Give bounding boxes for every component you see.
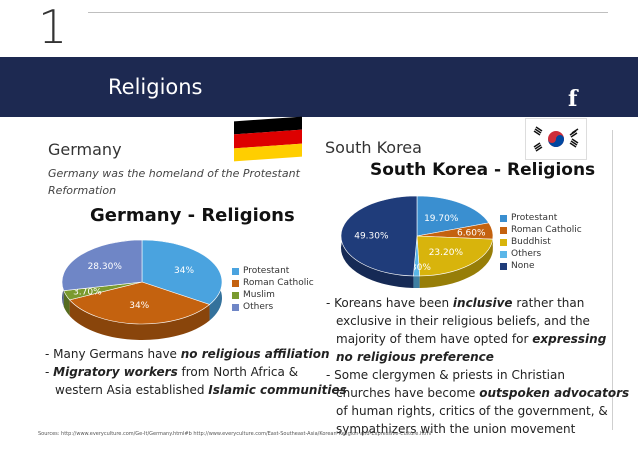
legend-item: Others [232, 301, 314, 313]
germany-flag-icon [234, 116, 302, 162]
korea-flag-icon [525, 118, 587, 160]
bullet-line: sympathizers with the union movement [336, 422, 576, 436]
pie-data-label: 34% [174, 266, 194, 276]
legend-item: Others [500, 248, 582, 260]
slide-title: Religions [108, 75, 203, 99]
legend-swatch [232, 279, 239, 287]
legend-label: Buddhist [511, 237, 551, 247]
germany-legend: Protestant Roman Catholic Muslim Others [232, 265, 314, 313]
pie-data-label: 19.70% [424, 214, 459, 224]
legend-label: Others [243, 302, 274, 312]
bullet-line: churches have become outspoken advocator… [336, 386, 630, 400]
bullet-item: - Some clergymen & priests in Christian [326, 368, 565, 382]
pie-slice-side [419, 239, 493, 288]
pie-slice-roman-catholic [69, 281, 211, 325]
germany-subtitle: Germany was the homeland of the Protesta… [48, 165, 318, 199]
pie-data-label: 28.30% [88, 262, 123, 272]
legend-label: Protestant [243, 266, 290, 276]
header-divider [88, 12, 608, 13]
germany-heading: Germany [48, 140, 122, 159]
pie-data-label: 34% [129, 301, 149, 311]
title-bar [0, 57, 638, 117]
pie-data-label: 3.70% [73, 288, 102, 298]
legend-item: Protestant [232, 265, 314, 277]
korea-flag-graphic [533, 126, 579, 152]
pie-slice-side [69, 299, 210, 340]
legend-swatch [500, 238, 507, 246]
legend-swatch [500, 262, 507, 270]
legend-label: Roman Catholic [511, 225, 582, 235]
korea-chart-title: South Korea - Religions [370, 160, 596, 180]
legend-swatch [500, 214, 507, 222]
pie-slice-buddhist [416, 235, 494, 277]
korea-bullets: - Koreans have been inclusive rather tha… [326, 294, 630, 438]
legend-swatch [232, 291, 239, 299]
bullet-item: - Many Germans have no religious affilia… [45, 347, 330, 361]
bullet-line: exclusive in their religious beliefs, an… [336, 314, 590, 328]
legend-label: Protestant [511, 213, 558, 223]
sources-footnote: Sources: http://www.everyculture.com/Ge-… [38, 431, 432, 437]
legend-item: Protestant [500, 212, 582, 224]
germany-subtitle-line: Germany was the homeland of the Protesta… [48, 167, 300, 180]
slide-number: 1 [38, 0, 68, 54]
pie-data-label: 6.60% [457, 228, 486, 238]
germany-subtitle-line: Reformation [48, 184, 117, 197]
pie-slice-others [61, 239, 143, 291]
korea-legend: Protestant Roman Catholic Buddhist Others No… [500, 212, 582, 272]
germany-pie-chart: 34% 34% 3.70% 28.30% [61, 239, 223, 340]
legend-label: Muslim [243, 290, 275, 300]
korea-pie-chart: 19.70% 6.60% 23.20% 1.30% 49.30% [340, 195, 494, 288]
bullet-line: of human rights, critics of the governme… [336, 404, 608, 418]
bullet-line: no religious preference [336, 350, 494, 364]
legend-item: None [500, 260, 582, 272]
pie-data-label: 23.20% [429, 248, 464, 258]
germany-chart-title: Germany - Religions [90, 205, 295, 226]
bullet-line: majority of them have opted for expressi… [336, 332, 607, 346]
facebook-icon[interactable]: f [568, 86, 578, 112]
legend-item: Roman Catholic [232, 277, 314, 289]
korea-heading: South Korea [325, 138, 422, 157]
pie-data-label: 49.30% [354, 231, 389, 241]
bullet-item: - Koreans have been inclusive rather tha… [326, 296, 585, 310]
pie-slice-side [413, 275, 420, 288]
pie-slice-none [340, 195, 418, 277]
legend-label: None [511, 261, 535, 271]
right-divider [612, 130, 613, 430]
legend-swatch [232, 303, 239, 311]
legend-item: Roman Catholic [500, 224, 582, 236]
germany-bullets: - Many Germans have no religious affilia… [45, 345, 347, 399]
legend-label: Others [511, 249, 542, 259]
legend-item: Muslim [232, 289, 314, 301]
legend-label: Roman Catholic [243, 278, 314, 288]
legend-swatch [500, 250, 507, 258]
legend-swatch [232, 267, 239, 275]
bullet-item: western Asia established Islamic communi… [55, 383, 347, 397]
legend-swatch [500, 226, 507, 234]
pie-slice-side [63, 290, 70, 316]
pie-data-label: 1.30% [402, 263, 431, 273]
bullet-item: - Migratory workers from North Africa & [45, 365, 299, 379]
legend-item: Buddhist [500, 236, 582, 248]
